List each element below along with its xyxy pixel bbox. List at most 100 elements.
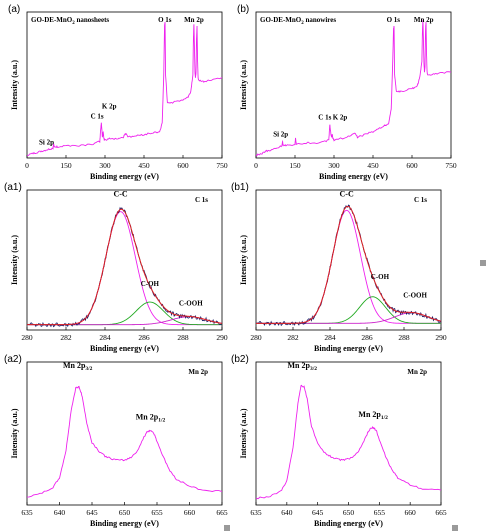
x-tick-label: 290 xyxy=(216,333,228,342)
peak-label: C-OOH xyxy=(179,300,203,308)
peak-label: C-OH xyxy=(141,280,160,288)
raw-spectrum xyxy=(255,204,442,327)
peak-label: Mn 2p xyxy=(414,16,434,24)
panel-b1: (b1) 280 282 284 286 288 290 Binding energy (eV… xyxy=(231,182,447,353)
component-c-oh xyxy=(256,296,441,324)
panel-a: (a) 0 150 300 450 600 750 Binding energy (eV) In… xyxy=(8,4,228,181)
x-tick-label: 645 xyxy=(312,508,324,517)
peak-label: O 1s xyxy=(387,16,401,24)
x-tick-label: 660 xyxy=(405,508,417,517)
peak-label: Mn 2p1/2 xyxy=(358,410,388,421)
x-tick-label: 300 xyxy=(99,161,111,170)
axes-frame xyxy=(255,189,442,331)
x-tick-label: 280 xyxy=(250,333,262,342)
axes-frame xyxy=(255,361,442,506)
chart-title: C 1s xyxy=(195,196,208,204)
x-tick-label: 280 xyxy=(21,333,33,342)
peak-label: C-C xyxy=(113,190,127,199)
axes-frame xyxy=(26,11,223,159)
y-axis-label: Intensity (a.u.) xyxy=(239,235,248,285)
x-tick-label: 600 xyxy=(406,161,418,170)
panel-a2: (a2) 635 640 645 650 655 660 665 Binding energy … xyxy=(4,354,228,528)
peak-label: Si 2p xyxy=(273,130,288,138)
x-tick-label: 660 xyxy=(184,508,196,517)
peak-label: C-OH xyxy=(371,273,390,281)
x-axis-label: Binding energy (eV) xyxy=(319,172,388,181)
panel-label: (b2) xyxy=(231,354,249,365)
x-axis-label: Binding energy (eV) xyxy=(90,519,159,528)
x-tick-label: 300 xyxy=(328,161,340,170)
x-tick-label: 282 xyxy=(60,333,72,342)
x-tick-label: 640 xyxy=(54,508,66,517)
y-axis-label: Intensity (a.u.) xyxy=(10,60,19,110)
fitted-envelope xyxy=(27,208,223,326)
panel-label: (b) xyxy=(237,4,249,15)
peak-label: Mn 2p3/2 xyxy=(63,361,93,372)
x-tick-label: 150 xyxy=(60,161,72,170)
peak-label: Mn 2p xyxy=(184,16,204,24)
y-axis-label: Intensity (a.u.) xyxy=(10,235,19,285)
x-tick-label: 665 xyxy=(435,508,447,517)
x-tick-label: 650 xyxy=(343,508,355,517)
side-marker xyxy=(452,525,458,531)
x-tick-label: 750 xyxy=(216,161,228,170)
x-tick-label: 635 xyxy=(21,508,33,517)
x-tick-label: 640 xyxy=(281,508,293,517)
fitted-envelope xyxy=(256,205,442,324)
chart-title: GO-DE-MnO2 nanosheets xyxy=(31,16,109,26)
x-tick-label: 635 xyxy=(250,508,262,517)
x-tick-label: 655 xyxy=(151,508,163,517)
chart-title: GO-DE-MnO2 nanowires xyxy=(260,16,336,26)
x-axis-label: Binding energy (eV) xyxy=(314,519,383,528)
x-tick-label: 286 xyxy=(361,333,373,342)
series-line xyxy=(255,19,452,157)
panel-b2: (b2) 635 640 645 650 655 660 665 Binding energy … xyxy=(231,354,447,528)
x-tick-label: 288 xyxy=(177,333,189,342)
panel-b: (b) 0 150 300 450 600 750 Binding energy (eV) In… xyxy=(237,4,457,181)
peak-label: O 1s xyxy=(158,16,172,24)
x-tick-label: 288 xyxy=(398,333,410,342)
side-marker xyxy=(224,525,230,531)
x-tick-label: 284 xyxy=(99,333,111,342)
x-tick-label: 284 xyxy=(324,333,336,342)
panel-label: (a2) xyxy=(4,354,22,365)
axes-frame xyxy=(26,361,223,506)
x-tick-label: 0 xyxy=(254,161,258,170)
raw-spectrum xyxy=(26,206,223,328)
panel-label: (a) xyxy=(8,4,20,15)
axes-frame xyxy=(255,11,452,159)
x-axis-label: Binding energy (eV) xyxy=(314,344,383,353)
series-line xyxy=(255,384,442,500)
chart-title: C 1s xyxy=(414,196,427,204)
x-tick-label: 665 xyxy=(216,508,228,517)
x-axis-label: Binding energy (eV) xyxy=(90,172,159,181)
chart-title: Mn 2p xyxy=(188,368,208,376)
panel-label: (a1) xyxy=(4,182,22,193)
peak-label: K 2p xyxy=(333,113,348,121)
peak-label: Mn 2p1/2 xyxy=(136,412,166,423)
x-tick-label: 750 xyxy=(445,161,457,170)
x-tick-label: 286 xyxy=(138,333,150,342)
peak-label: C-OOH xyxy=(403,292,427,300)
peak-label: C 1s xyxy=(91,112,104,120)
peak-label: C 1s xyxy=(318,114,331,122)
x-tick-label: 282 xyxy=(287,333,299,342)
axes-frame xyxy=(26,189,223,331)
x-tick-label: 150 xyxy=(289,161,301,170)
x-tick-label: 290 xyxy=(435,333,447,342)
peak-label: Mn 2p3/2 xyxy=(288,361,318,372)
y-axis-label: Intensity (a.u.) xyxy=(239,408,248,458)
component-c-c xyxy=(256,209,441,324)
panel-a1: (a1) 280 282 284 286 288 290 Binding energy (eV… xyxy=(4,182,228,353)
side-marker xyxy=(480,260,486,266)
x-tick-label: 600 xyxy=(177,161,189,170)
x-tick-label: 0 xyxy=(25,161,29,170)
series-line xyxy=(26,21,223,157)
chart-title: Mn 2p xyxy=(407,368,427,376)
y-axis-label: Intensity (a.u.) xyxy=(239,60,248,110)
peak-label: Si 2p xyxy=(39,139,54,147)
peak-label: K 2p xyxy=(102,102,117,110)
x-tick-label: 650 xyxy=(119,508,131,517)
x-tick-label: 655 xyxy=(374,508,386,517)
